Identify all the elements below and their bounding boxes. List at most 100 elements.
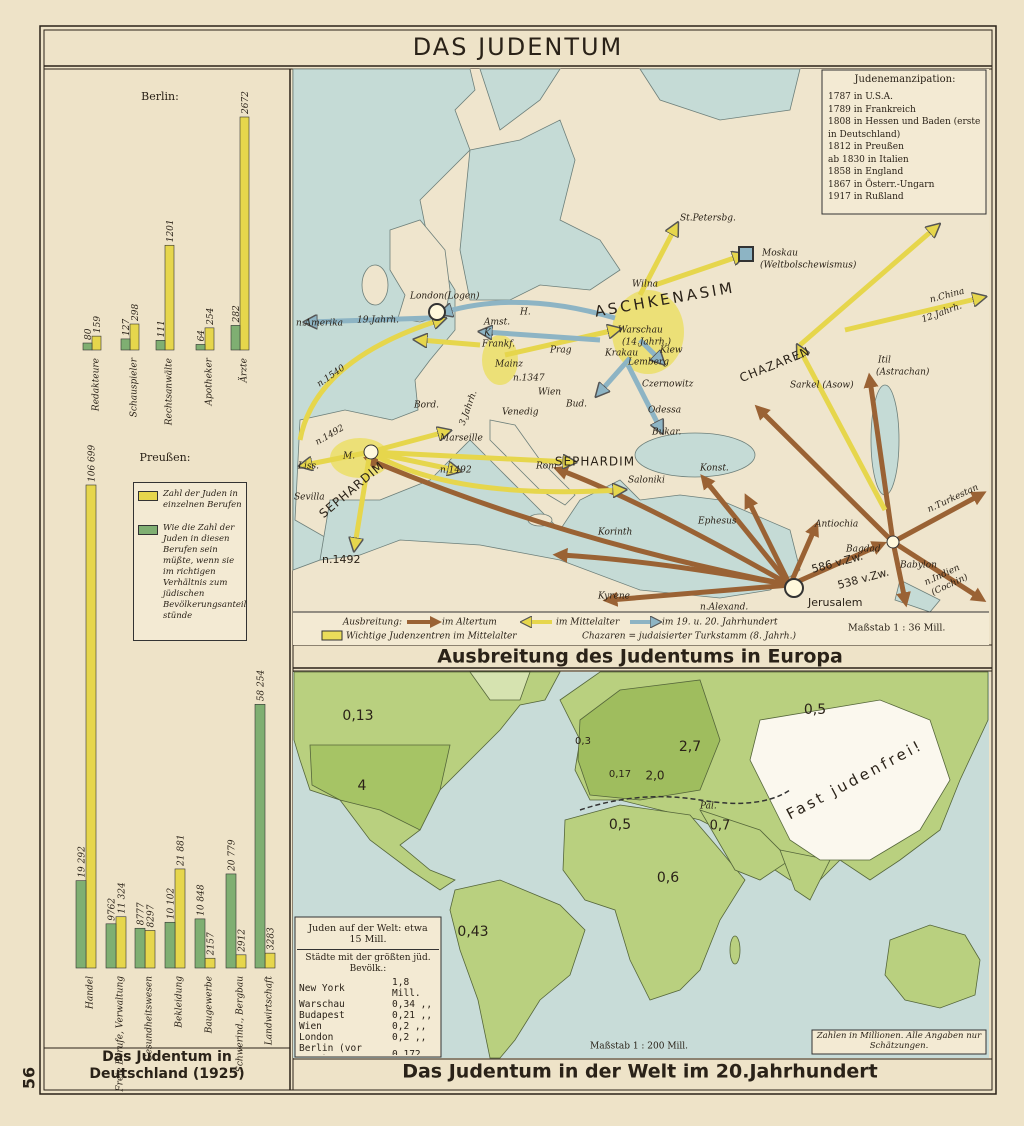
city-symbol: [363, 246, 900, 598]
route-arrow: [310, 299, 660, 428]
note: Zahlen in Millionen. Alle Angaben nur Sc…: [816, 1031, 982, 1051]
emancipation-box: Judenemanzipation: 1787 in U.S.A. 1789 in…: [828, 74, 980, 202]
city-value: 0,2 ,,: [392, 1032, 427, 1043]
x-tick-label: Ärzte: [238, 358, 250, 384]
route-arrow: [787, 521, 819, 587]
cities-table: New York 1,8 Mill. Warschau 0,34 ,, Budapest…: [299, 977, 439, 1055]
legend-heading: Ausbreitung:: [342, 618, 402, 628]
legend-entry: Zahl der Juden in einzelnen Berufen: [138, 489, 242, 511]
route-arrow: [369, 449, 570, 462]
emancipation-entry: 1812 in Preußen: [828, 142, 904, 152]
route-arrow: [363, 372, 987, 608]
legend-item: im Altertum: [442, 618, 497, 628]
x-tick-label: Landwirtschaft: [265, 976, 275, 1047]
place-label: Itil: [877, 356, 891, 366]
frame: [43, 29, 993, 1091]
route-arrow: [310, 318, 431, 322]
route-arrow: [800, 350, 888, 512]
city-value: 0,21 ,,: [392, 1010, 433, 1021]
place-label: n.Alexand.: [700, 603, 748, 613]
info-box: [294, 916, 442, 1058]
place-label: Warschau: [618, 326, 663, 336]
place-label: Pal.: [699, 802, 717, 812]
city-value: 1,8 Mill.: [392, 977, 421, 999]
x-tick-label: Baugewerbe: [205, 976, 215, 1034]
land: [699, 809, 791, 881]
value-label: 10 102: [167, 888, 177, 920]
land: [779, 849, 831, 901]
place-label: St.Petersbg.: [680, 214, 736, 224]
land: [884, 924, 981, 1009]
place-label: n.1347: [513, 374, 545, 384]
place-label: n.Amerika: [296, 319, 343, 329]
place-label: Bagdad: [845, 545, 881, 555]
city-value: 0,34 ,,: [392, 999, 433, 1010]
sea: [639, 68, 801, 121]
place-label: Saloniki: [628, 476, 665, 486]
city-row: Warschau 0,34 ,,: [299, 999, 439, 1010]
bar: [155, 340, 166, 351]
legend-item: im 19. u. 20. Jahrhundert: [662, 618, 778, 628]
city-row: New York 1,8 Mill.: [299, 977, 439, 999]
route-arrow: [798, 228, 935, 347]
page-title: DAS JUDENTUM: [413, 33, 624, 61]
region-value: 0,5: [804, 702, 826, 718]
route-arrow: [420, 340, 481, 345]
chart-title: Berlin:: [141, 90, 179, 103]
germany-caption: Das Judentum in Deutschland (1925): [89, 1049, 245, 1082]
sea: [459, 119, 621, 301]
place-label: Moskau: [761, 249, 798, 259]
bar: [195, 344, 206, 351]
region-value: 2,7: [679, 739, 701, 755]
place-label: H.: [519, 308, 531, 318]
value-label: 3283: [267, 927, 277, 950]
route-arrow: [504, 330, 615, 358]
place-label: Konst.: [699, 464, 729, 474]
place-label: London(Logen): [409, 291, 480, 302]
x-tick-label: Gesundheitswesen: [145, 976, 155, 1062]
map-scale: Maßstab 1 : 200 Mill.: [590, 1042, 688, 1052]
frame: [39, 25, 997, 1095]
place-label: Bukar.: [651, 428, 682, 438]
emancipation-entry: 1789 in Frankreich: [828, 104, 916, 115]
legend-box: Zahl der Juden in einzelnen Berufen Wie d…: [133, 482, 247, 641]
x-tick-label: Bekleidung: [175, 976, 185, 1029]
place-label: Lemberg: [627, 358, 669, 368]
route-arrow: [744, 493, 793, 587]
legend-item: Wichtige Judenzentren im Mittelalter: [346, 632, 517, 642]
route-arrow: [297, 320, 440, 441]
city-symbol: [363, 444, 379, 460]
region-value: 0,7: [710, 819, 731, 834]
bar: [85, 484, 97, 969]
city-symbol: [428, 303, 446, 321]
city-name: Berlin (vor 1933): [299, 1043, 362, 1055]
cities-title: Städte mit der größten jüd. Bevölk.:: [305, 953, 431, 974]
route-arrow: [600, 356, 632, 392]
section-title: Ausbreitung des Judentums in Europa: [437, 646, 843, 668]
bar: [82, 342, 93, 351]
legend-entry: Wie die Zahl der Juden in diesen Berufen…: [138, 523, 246, 622]
legend-background: [293, 612, 989, 645]
place-label: Wien: [538, 388, 561, 398]
land: [469, 671, 531, 701]
bar: [254, 703, 266, 969]
place-label: (Astrachan): [876, 367, 930, 378]
bar: [264, 952, 276, 969]
route-arrow: [602, 582, 791, 607]
bar: [164, 921, 176, 969]
sea: [479, 68, 561, 131]
legend-label: Wie die Zahl der Juden in diesen Berufen…: [163, 523, 247, 621]
place-label: Kiew: [659, 346, 683, 356]
route-arrow: [552, 547, 791, 588]
map-scale: Maßstab 1 : 36 Mill.: [848, 623, 945, 634]
place-label: Babylon: [899, 561, 937, 571]
region-value: 0,3: [575, 736, 591, 747]
value-label: 64: [197, 330, 207, 342]
route-arrow: [300, 228, 980, 545]
route-arrow: [754, 404, 895, 544]
legend-item: im Mittelalter: [556, 618, 620, 628]
city-name: London: [299, 1032, 334, 1043]
bar: [204, 327, 215, 351]
city-name: Warschau: [299, 999, 345, 1010]
